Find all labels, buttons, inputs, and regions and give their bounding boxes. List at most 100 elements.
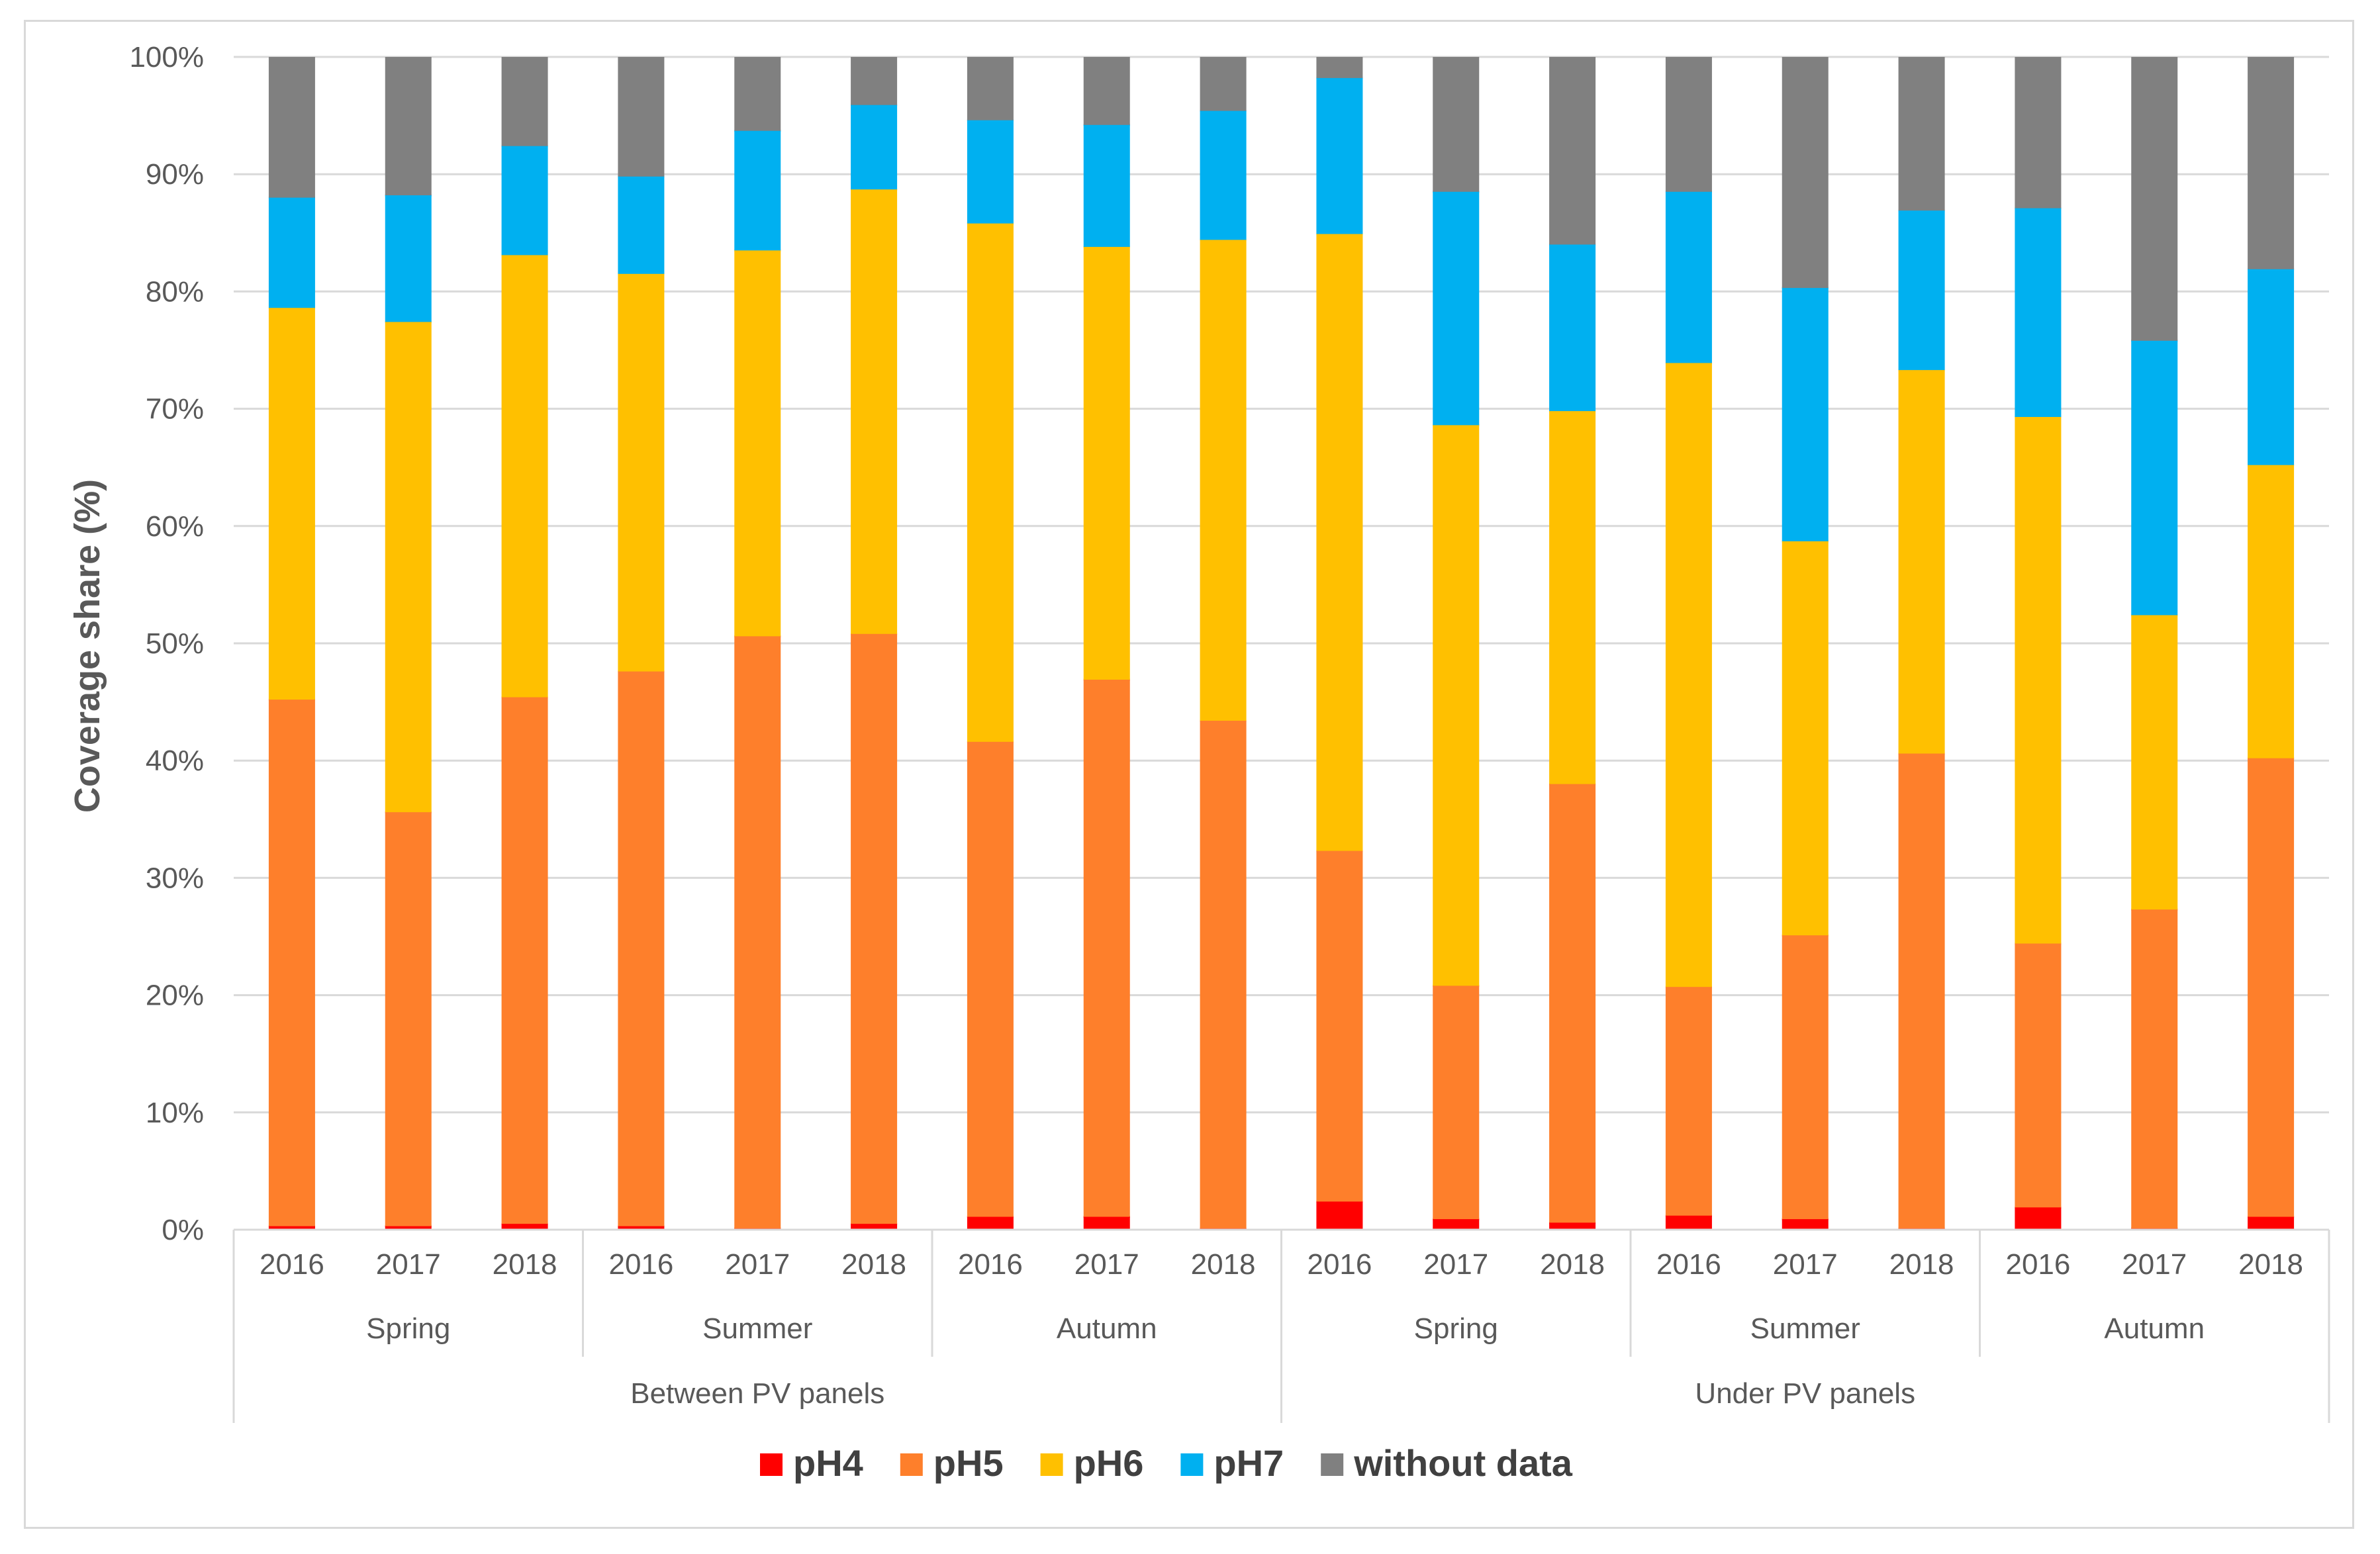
bar-segment-ph6	[618, 273, 665, 672]
bar-segment-without-data	[268, 57, 315, 198]
bar-segment-ph4	[1316, 1201, 1363, 1230]
bar-segment-ph6	[851, 189, 898, 634]
bar-segment-ph5	[2015, 943, 2062, 1208]
bar-segment-without-data	[1549, 57, 1596, 245]
bar-stack	[734, 57, 781, 1230]
x-tick-label-year: 2017	[1773, 1248, 1838, 1281]
bar-segment-ph5	[1549, 784, 1596, 1223]
bar-stack	[1083, 57, 1130, 1230]
legend-label-ph4: pH4	[793, 1442, 863, 1484]
bar-segment-ph5	[967, 741, 1014, 1217]
bar-segment-ph4	[967, 1216, 1014, 1230]
bar-segment-ph7	[1665, 191, 1712, 363]
bar-segment-ph5	[1782, 935, 1829, 1220]
bar-segment-ph6	[385, 322, 432, 813]
bar-stack	[1898, 57, 1945, 1230]
legend-label-without-data: without data	[1353, 1442, 1573, 1484]
bar-segment-ph6	[1665, 363, 1712, 987]
y-tick-label: 60%	[146, 510, 204, 543]
x-axis: 2016 2017 2018 2016 2017 2018 2016 2017 2018 2016…	[232, 1228, 2330, 1423]
bar-segment-ph6	[1433, 425, 1480, 986]
bar-stack	[2248, 57, 2295, 1230]
y-axis-tick-labels: 0% 10% 20% 30% 40% 50% 60% 70% 80% 90% 100%	[129, 41, 204, 1246]
x-tick-label-year: 2017	[725, 1248, 790, 1281]
bar-segment-ph5	[1316, 850, 1363, 1202]
bar-stack	[1316, 57, 1363, 1230]
bar-segment-ph6	[2248, 465, 2295, 758]
y-tick-label: 50%	[146, 627, 204, 660]
bar-stack	[1665, 57, 1712, 1230]
bar-segment-without-data	[2131, 57, 2178, 341]
bar-segment-ph6	[1782, 541, 1829, 936]
x-tick-label-year: 2018	[493, 1248, 557, 1281]
bar-stack	[501, 57, 548, 1230]
bar-segment-ph5	[1200, 720, 1247, 1229]
x-group-label-season: Autumn	[2104, 1312, 2205, 1345]
legend-swatch-ph6	[1040, 1453, 1063, 1476]
bar-segment-ph6	[1316, 234, 1363, 851]
bar-segment-without-data	[1433, 57, 1480, 192]
x-tick-label-year: 2018	[1889, 1248, 1954, 1281]
bar-segment-without-data	[501, 57, 548, 146]
x-tick-label-year: 2018	[2238, 1248, 2303, 1281]
x-tick-label-year: 2018	[1191, 1248, 1256, 1281]
bar-segment-ph7	[1083, 124, 1130, 248]
x-tick-label-year: 2016	[958, 1248, 1023, 1281]
bar-segment-ph6	[967, 223, 1014, 742]
bar-segment-ph6	[2015, 417, 2062, 944]
y-tick-label: 100%	[129, 41, 204, 73]
bar-segment-ph7	[1549, 244, 1596, 412]
y-tick-label: 80%	[146, 275, 204, 308]
bar-segment-ph7	[1898, 210, 1945, 371]
bar-stack	[1549, 57, 1596, 1230]
legend: pH4 pH5 pH6 pH7 without data	[760, 1442, 1573, 1484]
bar-segment-ph4	[2015, 1207, 2062, 1230]
bar-stack	[967, 57, 1014, 1230]
bar-stack	[2131, 57, 2178, 1230]
bar-segment-without-data	[2015, 57, 2062, 208]
x-group-label-season: Autumn	[1057, 1312, 1157, 1345]
bar-segment-ph5	[268, 700, 315, 1226]
bar-segment-without-data	[618, 57, 665, 177]
y-tick-label: 90%	[146, 158, 204, 191]
x-tick-label-year: 2016	[1307, 1248, 1372, 1281]
bar-segment-ph4	[1549, 1222, 1596, 1230]
bar-segment-ph4	[618, 1226, 665, 1230]
x-tick-label-year: 2016	[1656, 1248, 1721, 1281]
bar-segment-ph7	[1433, 191, 1480, 426]
x-group-label-season: Spring	[1414, 1312, 1498, 1345]
bar-segment-ph6	[734, 250, 781, 637]
x-tick-label-year: 2017	[1074, 1248, 1139, 1281]
y-tick-label: 10%	[146, 1097, 204, 1129]
bar-segment-ph7	[1782, 288, 1829, 541]
bar-segment-ph6	[1083, 247, 1130, 680]
bar-segment-without-data	[385, 57, 432, 196]
bar-segment-without-data	[1782, 57, 1829, 289]
bar-segment-without-data	[1665, 57, 1712, 192]
bar-stack	[1433, 57, 1480, 1230]
bar-stack	[1782, 57, 1829, 1230]
bar-segment-ph7	[385, 195, 432, 322]
bar-segment-ph7	[1316, 77, 1363, 234]
legend-label-ph6: pH6	[1074, 1442, 1144, 1484]
bar-stack	[618, 57, 665, 1230]
legend-swatch-ph4	[760, 1453, 783, 1476]
bar-segment-ph5	[1898, 753, 1945, 1229]
bar-segment-ph5	[2248, 758, 2295, 1217]
y-axis-title: Coverage share (%)	[68, 479, 107, 813]
bar-segment-ph7	[1200, 111, 1247, 240]
bar-stack	[2015, 57, 2062, 1230]
chart-frame	[24, 20, 2354, 1529]
x-tick-label-year: 2016	[260, 1248, 324, 1281]
bar-segment-ph6	[268, 308, 315, 700]
x-tick-label-year: 2017	[2122, 1248, 2187, 1281]
bar-segment-without-data	[1083, 57, 1130, 125]
legend-swatch-without-data	[1321, 1453, 1344, 1476]
legend-label-ph7: pH7	[1214, 1442, 1284, 1484]
bar-stack	[385, 57, 432, 1230]
bar-segment-without-data	[851, 57, 898, 105]
bar-segment-without-data	[1200, 57, 1247, 111]
bar-segment-ph5	[2131, 909, 2178, 1229]
y-tick-label: 0%	[162, 1214, 204, 1246]
